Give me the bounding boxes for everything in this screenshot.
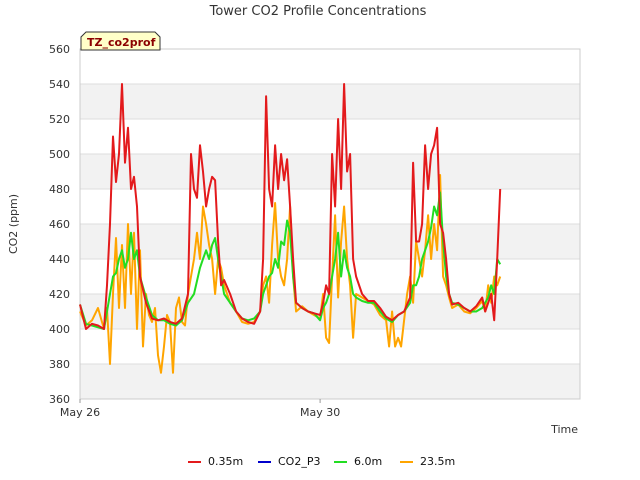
y-tick-label: 400 [49, 323, 70, 336]
x-tick-label: May 26 [60, 406, 100, 419]
site-badge-box [80, 31, 161, 51]
legend-item-co2-p3[interactable]: CO2_P3 [258, 455, 320, 468]
legend-label: CO2_P3 [278, 455, 320, 468]
site-badge-label: TZ_co2prof [87, 36, 156, 49]
y-tick-label: 440 [49, 253, 70, 266]
y-tick-label: 520 [49, 113, 70, 126]
y-tick-label: 420 [49, 288, 70, 301]
legend-item-23-5m[interactable]: 23.5m [400, 455, 455, 468]
legend-item-0-35m[interactable]: 0.35m [188, 455, 243, 468]
y-tick-label: 500 [49, 148, 70, 161]
y-tick-label: 560 [49, 43, 70, 56]
y-axis-label: CO2 (ppm) [7, 194, 20, 254]
plot-band [80, 49, 580, 84]
series-layer [79, 83, 502, 374]
legend-item-6-0m[interactable]: 6.0m [334, 455, 382, 468]
y-axis-ticks: 360 380 400 420 440 460 480 500 520 540 560 [49, 43, 70, 406]
chart-title: Tower CO2 Profile Concentrations [209, 4, 427, 19]
y-tick-label: 480 [49, 183, 70, 196]
series-line-0-35m [79, 83, 502, 330]
legend-label: 6.0m [354, 455, 382, 468]
y-tick-label: 380 [49, 358, 70, 371]
legend: 0.35m CO2_P3 6.0m 23.5m [188, 455, 455, 468]
legend-label: 0.35m [208, 455, 243, 468]
plot-band [80, 364, 580, 399]
plot-band [80, 154, 580, 189]
site-badge: TZ_co2prof [80, 31, 161, 51]
y-tick-label: 540 [49, 78, 70, 91]
series-line-23-5m [79, 174, 502, 374]
y-tick-label: 360 [49, 393, 70, 406]
plot-band [80, 84, 580, 119]
x-axis-ticks: May 26 May 30 [60, 399, 340, 419]
legend-label: 23.5m [420, 455, 455, 468]
x-tick-label: May 30 [300, 406, 340, 419]
plot-border [79, 48, 581, 400]
plot-band [80, 119, 580, 154]
x-axis-label: Time [550, 423, 578, 436]
y-tick-label: 460 [49, 218, 70, 231]
series-line-6-0m [79, 191, 502, 330]
